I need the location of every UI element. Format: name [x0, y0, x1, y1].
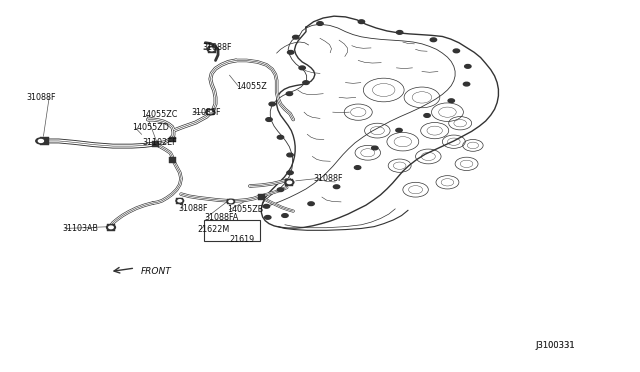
Circle shape — [303, 81, 309, 84]
Circle shape — [277, 188, 284, 192]
Polygon shape — [261, 16, 499, 228]
Circle shape — [176, 199, 184, 203]
Text: 31088F: 31088F — [203, 43, 232, 52]
Bar — [107, 224, 115, 231]
Circle shape — [317, 22, 323, 25]
Circle shape — [207, 47, 216, 52]
Circle shape — [424, 113, 430, 117]
Bar — [168, 137, 176, 142]
Circle shape — [372, 146, 378, 150]
Text: FRONT: FRONT — [140, 267, 171, 276]
Text: 31088FA: 31088FA — [204, 213, 238, 222]
Text: 31088F: 31088F — [314, 174, 343, 183]
Circle shape — [396, 31, 403, 34]
Circle shape — [396, 128, 402, 132]
Circle shape — [209, 48, 214, 51]
Text: 14055ZB: 14055ZB — [227, 205, 263, 214]
Circle shape — [287, 51, 294, 54]
Circle shape — [264, 215, 271, 219]
Circle shape — [287, 171, 293, 174]
Bar — [285, 179, 293, 186]
Circle shape — [229, 201, 233, 203]
Text: 14055ZD: 14055ZD — [132, 123, 169, 132]
Circle shape — [292, 35, 299, 39]
Circle shape — [282, 214, 288, 217]
Circle shape — [227, 199, 235, 204]
Circle shape — [36, 138, 46, 144]
Text: J3100331: J3100331 — [535, 341, 575, 350]
Circle shape — [277, 135, 284, 139]
Circle shape — [299, 66, 305, 70]
Text: 21619: 21619 — [230, 235, 255, 244]
Text: 14055Z: 14055Z — [236, 82, 267, 91]
Circle shape — [287, 153, 293, 157]
Text: 31088F: 31088F — [179, 204, 208, 214]
Circle shape — [269, 102, 275, 106]
Bar — [176, 198, 184, 204]
Text: 31103AB: 31103AB — [63, 224, 99, 233]
Circle shape — [333, 185, 340, 189]
Circle shape — [263, 205, 269, 208]
Text: 31088F: 31088F — [191, 108, 221, 117]
Text: 31102EF: 31102EF — [143, 138, 177, 147]
Circle shape — [109, 226, 113, 229]
Text: J3100331: J3100331 — [535, 341, 575, 350]
Circle shape — [358, 20, 365, 23]
Circle shape — [463, 82, 470, 86]
Circle shape — [208, 111, 212, 113]
Circle shape — [355, 166, 361, 169]
Text: 21622M: 21622M — [198, 225, 230, 234]
Text: 14055ZC: 14055ZC — [141, 109, 178, 119]
Bar — [152, 141, 159, 147]
Bar — [206, 109, 214, 115]
Bar — [40, 137, 49, 145]
Bar — [207, 46, 216, 53]
Circle shape — [106, 225, 115, 230]
Circle shape — [266, 118, 272, 121]
Circle shape — [206, 110, 215, 115]
Circle shape — [465, 64, 471, 68]
Circle shape — [308, 202, 314, 206]
Circle shape — [430, 38, 436, 42]
Text: 31088F: 31088F — [27, 93, 56, 102]
Circle shape — [38, 140, 44, 142]
Bar — [168, 157, 176, 163]
Bar — [204, 220, 260, 241]
Bar — [258, 194, 265, 200]
Circle shape — [448, 99, 454, 103]
Bar — [227, 199, 234, 205]
Circle shape — [285, 180, 294, 185]
Circle shape — [286, 92, 292, 96]
Circle shape — [178, 200, 182, 202]
Circle shape — [453, 49, 460, 53]
Circle shape — [287, 181, 292, 184]
